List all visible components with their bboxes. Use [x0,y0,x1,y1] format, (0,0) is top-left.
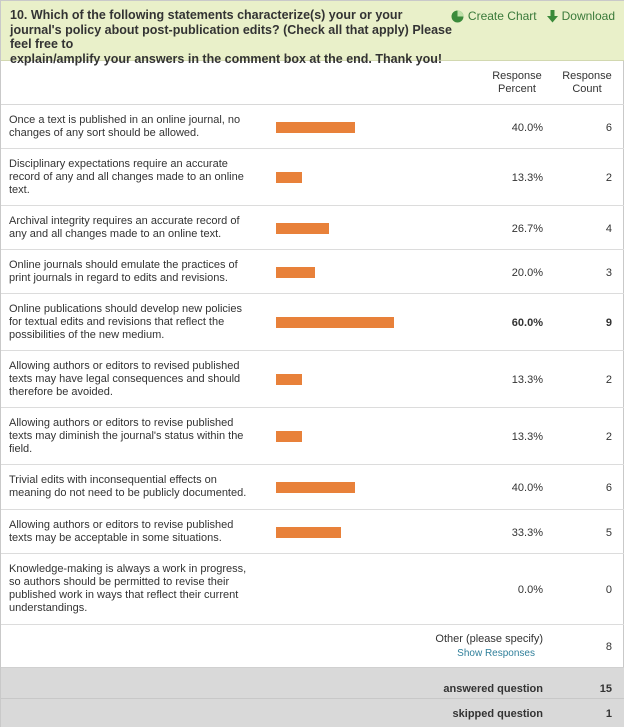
other-count: 8 [605,641,612,653]
response-count: 5 [605,527,612,539]
response-label: Online journals should emulate the pract… [9,259,238,284]
response-percent: 33.3% [511,527,543,539]
question-text: 10. Which of the following statements ch… [10,8,452,66]
answered-question-value: 15 [599,683,612,695]
response-label: Allowing authors or editors to revised p… [9,360,241,398]
create-chart-label: Create Chart [467,9,537,23]
response-label: Allowing authors or editors to revise pu… [9,519,234,544]
response-count: 0 [605,584,612,596]
response-percent: 13.3% [511,374,543,386]
question-line-3: explain/amplify your answers in the comm… [10,51,443,66]
response-label: Disciplinary expectations require an acc… [9,158,244,196]
skipped-question-row: skipped question 1 [1,699,624,727]
download-arrow-icon [546,9,558,23]
response-bar [276,317,394,328]
response-percent: 26.7% [511,223,543,235]
response-percent: 13.3% [511,431,543,443]
question-tools: Create Chart Download [451,9,615,23]
question-line-2: journal's policy about post-publication … [10,22,452,52]
download-label: Download [561,9,615,23]
response-percent: 0.0% [517,584,543,596]
response-row: Allowing authors or editors to revise pu… [1,408,624,465]
response-count: 9 [605,317,612,329]
response-row: Allowing authors or editors to revise pu… [1,510,624,554]
response-count: 6 [605,122,612,134]
response-row: Once a text is published in an online jo… [1,105,624,149]
response-bar [276,527,341,538]
column-headers: Response Percent Response Count [1,61,624,105]
response-count-header: Response Count [553,70,621,96]
response-count: 2 [605,374,612,386]
response-percent: 60.0% [511,317,543,329]
response-bar [276,482,355,493]
response-percent-header-line2: Percent [498,83,536,95]
response-percent: 40.0% [511,122,543,134]
response-label: Online publications should develop new p… [9,303,242,341]
question-line-1: 10. Which of the following statements ch… [10,8,403,22]
response-count: 2 [605,172,612,184]
other-label: Other (please specify) [435,633,543,645]
download-button[interactable]: Download [546,9,615,23]
response-row: Archival integrity requires an accurate … [1,206,624,250]
create-chart-button[interactable]: Create Chart [451,9,537,23]
response-label: Knowledge-making is always a work in pro… [9,563,247,614]
response-row: Online publications should develop new p… [1,294,624,351]
response-row: Disciplinary expectations require an acc… [1,149,624,206]
response-percent: 40.0% [511,482,543,494]
response-percent: 20.0% [511,267,543,279]
response-bar [276,267,315,278]
response-bar [276,223,329,234]
response-label: Once a text is published in an online jo… [9,114,241,139]
response-count: 6 [605,482,612,494]
skipped-question-label: skipped question [452,708,543,720]
response-row: Online journals should emulate the pract… [1,250,624,294]
response-percent-header: Response Percent [481,70,553,96]
response-row: Trivial edits with inconsequential effec… [1,465,624,510]
question-header: 10. Which of the following statements ch… [1,1,624,66]
response-bar [276,122,355,133]
response-count-header-line1: Response [562,70,612,82]
response-count: 3 [605,267,612,279]
response-percent-header-line1: Response [492,70,542,82]
response-row: Allowing authors or editors to revised p… [1,351,624,408]
response-percent: 13.3% [511,172,543,184]
response-count: 4 [605,223,612,235]
answered-question-label: answered question [443,683,543,695]
response-bar [276,172,302,183]
response-bar [276,431,302,442]
response-count-header-line2: Count [572,83,602,95]
response-row: Knowledge-making is always a work in pro… [1,554,624,625]
answered-question-row: answered question 15 [1,668,624,699]
show-responses-link[interactable]: Show Responses [457,648,535,659]
other-row: Other (please specify) Show Responses 8 [1,625,624,668]
response-label: Allowing authors or editors to revise pu… [9,417,244,455]
response-label: Archival integrity requires an accurate … [9,215,240,240]
response-label: Trivial edits with inconsequential effec… [9,474,247,499]
response-bar [276,374,302,385]
response-count: 2 [605,431,612,443]
pie-chart-icon [451,10,464,23]
skipped-question-value: 1 [605,708,612,720]
